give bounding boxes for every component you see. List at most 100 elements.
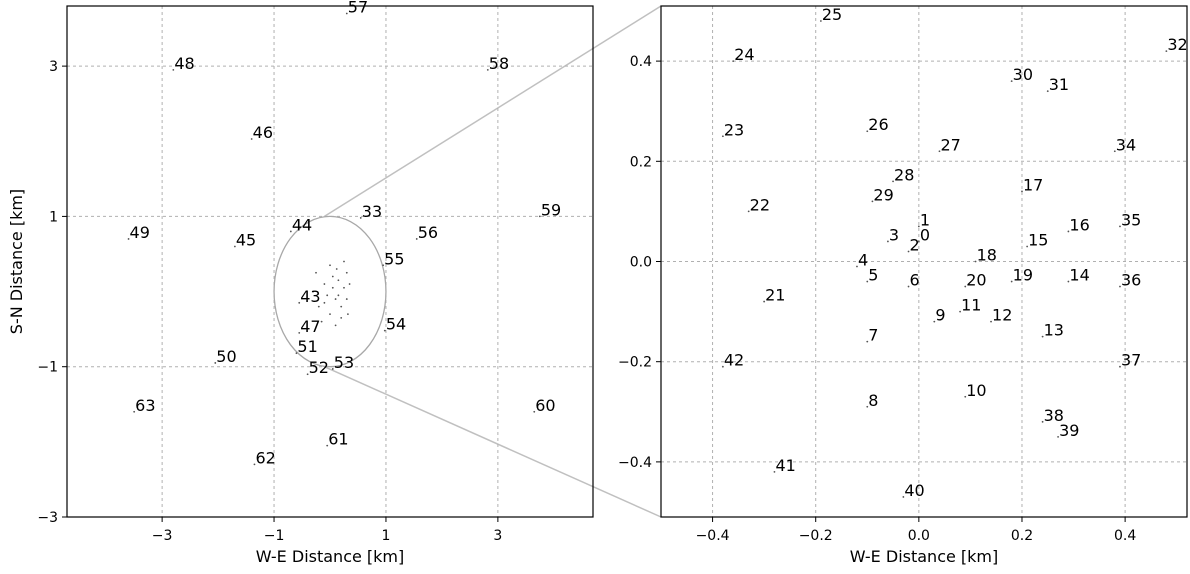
station-point — [1010, 80, 1013, 83]
station-point — [326, 444, 329, 447]
station-point — [1119, 225, 1121, 228]
plot-frame — [66, 5, 594, 518]
station-label: 63 — [135, 396, 155, 415]
x-tick-label: −1 — [264, 528, 285, 544]
station-label: 9 — [935, 306, 945, 325]
x-tick-label: 3 — [493, 528, 502, 544]
station-label: 58 — [489, 54, 509, 73]
station-point — [871, 200, 874, 203]
zoom-region-circle — [273, 215, 387, 368]
station-point — [331, 368, 334, 370]
station-point — [233, 245, 236, 248]
x-tick-label: 0.4 — [1114, 528, 1136, 544]
station-label: 43 — [300, 287, 320, 306]
station-point — [747, 210, 750, 213]
station-point — [1041, 420, 1044, 423]
inner-station-dot — [317, 305, 320, 308]
y-tick-label: 0.2 — [630, 154, 652, 170]
station-label: 22 — [750, 195, 770, 214]
station-point — [959, 310, 961, 313]
station-label: 27 — [940, 135, 960, 154]
station-point — [721, 365, 724, 368]
inner-station-dot — [331, 286, 334, 289]
station-label: 55 — [384, 249, 404, 268]
station-label: 15 — [1028, 230, 1048, 249]
station-point — [253, 463, 256, 466]
y-tick-label: 0.0 — [630, 255, 652, 271]
inner-station-dot — [331, 275, 334, 278]
station-label: 18 — [977, 246, 997, 265]
station-label: 1 — [920, 210, 930, 229]
station-point — [127, 238, 130, 240]
station-label: 32 — [1167, 35, 1187, 54]
station-point — [1010, 280, 1013, 283]
station-label: 44 — [292, 215, 312, 234]
station-point — [732, 60, 735, 63]
station-label: 41 — [775, 456, 795, 475]
station-label: 8 — [868, 391, 878, 410]
station-label: 39 — [1059, 421, 1079, 440]
inner-station-dot — [337, 279, 340, 282]
x-axis-label: W-E Distance [km] — [256, 547, 405, 566]
station-point — [359, 217, 362, 219]
station-label: 23 — [724, 120, 744, 139]
inner-station-dot — [320, 320, 323, 323]
station-label: 37 — [1121, 351, 1141, 370]
inner-station-dot — [329, 264, 331, 267]
station-point — [866, 405, 869, 408]
station-point — [250, 138, 253, 140]
inner-station-dot — [345, 271, 348, 274]
station-label: 56 — [418, 223, 438, 242]
station-point — [866, 130, 869, 133]
station-label: 47 — [300, 317, 320, 336]
station-label: 20 — [966, 271, 986, 290]
inner-station-dot — [335, 268, 338, 270]
inner-station-dot — [329, 313, 331, 316]
station-label: 19 — [1013, 266, 1033, 285]
x-tick-label: −0.4 — [696, 528, 730, 544]
station-point — [533, 410, 536, 413]
station-point — [763, 300, 766, 303]
station-label: 40 — [904, 481, 924, 500]
x-tick-label: −3 — [152, 528, 173, 544]
inner-station-dot — [312, 290, 315, 293]
station-label: 29 — [873, 185, 893, 204]
inner-station-dot — [337, 294, 340, 297]
station-point — [964, 285, 967, 288]
station-label: 36 — [1121, 271, 1141, 290]
y-tick-label: 1 — [49, 209, 58, 225]
station-label: 6 — [910, 271, 920, 290]
station-point — [298, 301, 301, 304]
station-label: 5 — [868, 266, 878, 285]
zoom-connector-bottom — [324, 366, 662, 518]
station-label: 14 — [1069, 266, 1089, 285]
y-tick-label: −0.4 — [618, 455, 652, 471]
inner-station-dot — [315, 271, 317, 274]
y-tick-label: 0.4 — [630, 54, 652, 70]
station-label: 62 — [255, 448, 275, 467]
station-point — [1026, 245, 1029, 248]
zoom-connector-layer — [324, 5, 662, 518]
station-label: 42 — [724, 351, 744, 370]
station-label: 33 — [362, 202, 382, 221]
station-label: 60 — [535, 396, 555, 415]
station-point — [382, 264, 385, 267]
station-label: 57 — [348, 0, 368, 17]
station-label: 45 — [236, 230, 256, 249]
station-point — [1021, 190, 1023, 193]
y-tick-label: −1 — [37, 360, 58, 376]
station-label: 10 — [966, 381, 986, 400]
inner-station-dot — [334, 324, 337, 327]
station-point — [907, 285, 910, 288]
station-label: 17 — [1023, 175, 1043, 194]
station-point — [214, 362, 217, 364]
station-label: 2 — [910, 235, 920, 254]
station-point — [345, 12, 348, 15]
inner-station-dot — [343, 260, 345, 263]
station-label: 0 — [920, 225, 930, 244]
y-tick-label: −0.2 — [618, 355, 652, 371]
station-label: 25 — [822, 5, 842, 24]
station-point — [721, 135, 724, 138]
